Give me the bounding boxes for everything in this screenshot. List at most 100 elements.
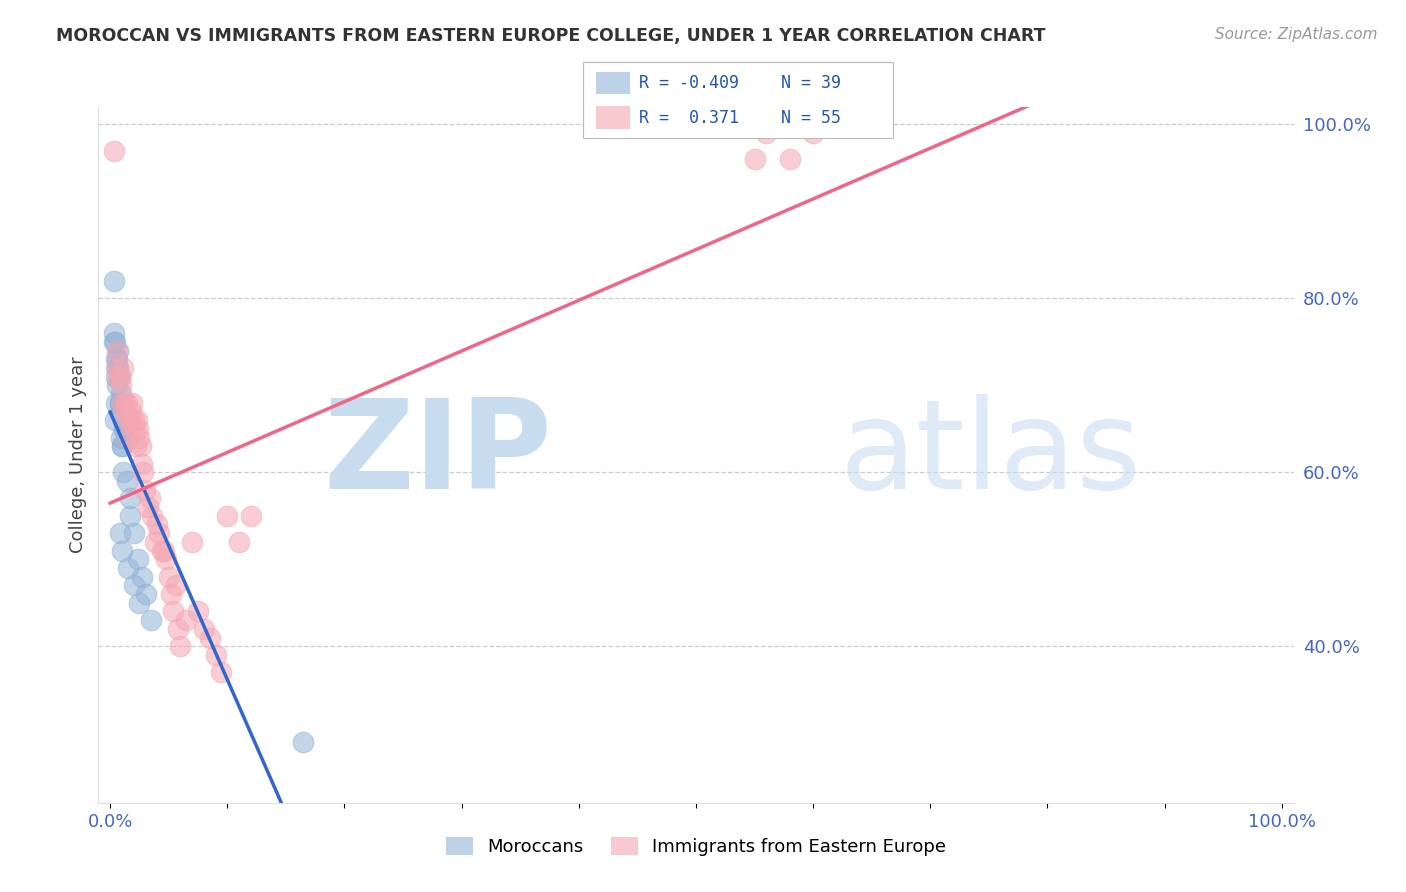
Text: ZIP: ZIP: [323, 394, 553, 516]
Point: [103, 326, 125, 340]
Point: [112, 395, 135, 409]
Point: [125, 439, 148, 453]
Point: [120, 404, 142, 418]
Point: [103, 144, 125, 158]
Point: [135, 587, 157, 601]
Point: [103, 274, 125, 288]
Text: R =  0.371: R = 0.371: [640, 109, 740, 127]
Point: [193, 622, 215, 636]
Point: [112, 422, 135, 436]
Point: [165, 578, 187, 592]
Text: Source: ZipAtlas.com: Source: ZipAtlas.com: [1215, 27, 1378, 42]
Point: [127, 552, 149, 566]
Point: [228, 534, 250, 549]
Point: [167, 622, 190, 636]
Point: [108, 526, 131, 541]
Point: [122, 578, 145, 592]
Point: [129, 439, 152, 453]
Text: atlas: atlas: [839, 394, 1142, 516]
Point: [124, 422, 146, 436]
Point: [115, 474, 138, 488]
Point: [112, 404, 135, 418]
Point: [111, 543, 134, 558]
Point: [105, 369, 128, 384]
Text: MOROCCAN VS IMMIGRANTS FROM EASTERN EUROPE COLLEGE, UNDER 1 YEAR CORRELATION CHA: MOROCCAN VS IMMIGRANTS FROM EASTERN EURO…: [56, 27, 1046, 45]
Point: [148, 526, 170, 541]
Point: [110, 431, 132, 445]
Point: [107, 369, 129, 384]
Point: [104, 334, 127, 349]
Point: [110, 378, 132, 392]
Y-axis label: College, Under 1 year: College, Under 1 year: [69, 357, 87, 553]
Point: [112, 466, 135, 480]
Point: [187, 605, 209, 619]
Point: [141, 508, 163, 523]
Point: [127, 422, 149, 436]
Point: [141, 613, 163, 627]
Point: [105, 352, 128, 367]
Point: [111, 439, 134, 453]
Point: [117, 413, 139, 427]
Point: [120, 413, 141, 427]
Point: [128, 431, 150, 445]
Point: [198, 631, 221, 645]
Point: [110, 404, 132, 418]
Point: [131, 570, 153, 584]
Point: [122, 526, 145, 541]
Point: [117, 561, 139, 575]
Point: [110, 387, 132, 401]
Point: [150, 543, 173, 558]
Point: [131, 457, 153, 471]
Point: [128, 596, 150, 610]
Point: [134, 483, 156, 497]
Point: [103, 334, 125, 349]
Point: [105, 395, 128, 409]
Point: [143, 534, 166, 549]
Point: [107, 343, 129, 358]
Text: N = 39: N = 39: [782, 74, 841, 92]
Point: [211, 665, 233, 680]
Point: [111, 439, 134, 453]
Point: [104, 413, 127, 427]
Point: [122, 413, 145, 427]
Text: N = 55: N = 55: [782, 109, 841, 127]
Point: [111, 395, 134, 409]
Bar: [596, 71, 630, 95]
Point: [181, 534, 204, 549]
Point: [105, 360, 128, 375]
Point: [162, 605, 184, 619]
Point: [118, 431, 141, 445]
Point: [108, 395, 131, 409]
Point: [114, 395, 136, 409]
Point: [755, 126, 778, 140]
Point: [157, 570, 180, 584]
Point: [160, 587, 183, 601]
Point: [108, 369, 131, 384]
Point: [120, 508, 141, 523]
Point: [115, 395, 138, 409]
Point: [108, 395, 131, 409]
Point: [127, 413, 149, 427]
Point: [105, 360, 128, 375]
Text: R = -0.409: R = -0.409: [640, 74, 740, 92]
Point: [112, 360, 135, 375]
Point: [105, 378, 128, 392]
Point: [779, 152, 801, 166]
Legend: Moroccans, Immigrants from Eastern Europe: Moroccans, Immigrants from Eastern Europ…: [439, 830, 953, 863]
Point: [801, 126, 824, 140]
Point: [153, 543, 176, 558]
Point: [744, 152, 766, 166]
Point: [292, 735, 315, 749]
Point: [136, 500, 159, 514]
Point: [132, 466, 155, 480]
Point: [239, 508, 262, 523]
Point: [120, 491, 141, 506]
Point: [107, 360, 129, 375]
Bar: [596, 106, 630, 129]
Point: [155, 552, 177, 566]
Point: [174, 613, 197, 627]
Point: [204, 648, 226, 662]
Point: [169, 639, 191, 653]
Point: [105, 343, 128, 358]
Point: [121, 395, 143, 409]
